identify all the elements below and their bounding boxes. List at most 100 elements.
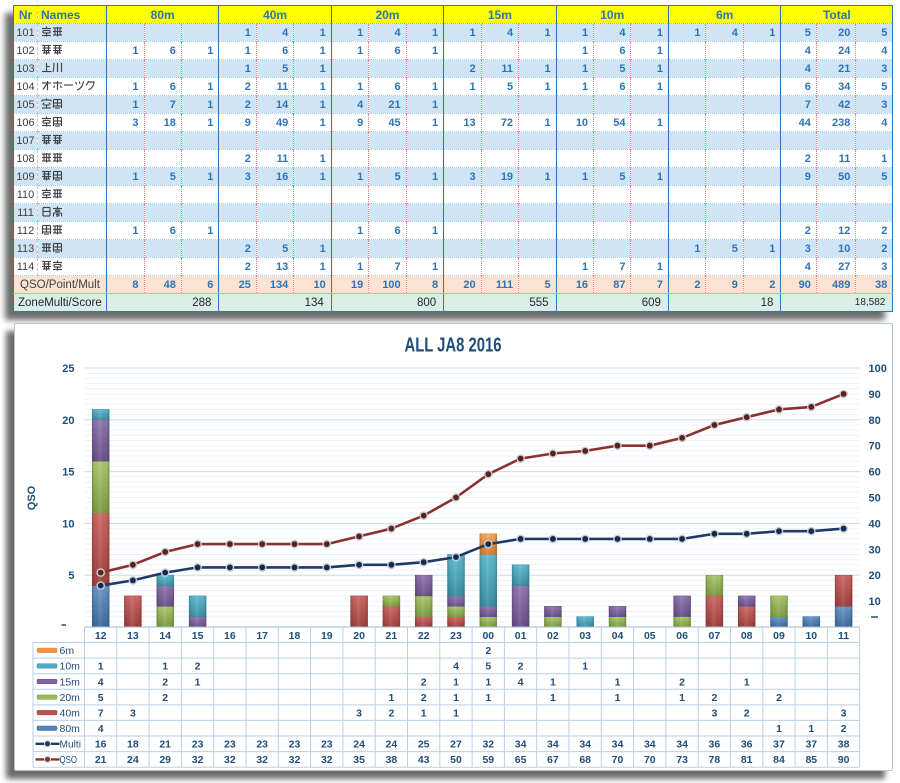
svg-text:10: 10 [869,596,881,608]
svg-text:02: 02 [547,630,559,642]
svg-text:4: 4 [518,676,524,688]
svg-text:1: 1 [98,661,104,673]
svg-text:78: 78 [709,754,721,766]
svg-text:23: 23 [256,739,268,751]
svg-text:68: 68 [579,754,591,766]
svg-text:07: 07 [709,630,721,642]
svg-text:20m: 20m [60,692,81,704]
svg-text:10: 10 [62,518,74,530]
svg-text:70: 70 [869,441,881,453]
svg-text:90: 90 [869,389,881,401]
svg-text:4: 4 [453,661,459,673]
svg-text:1: 1 [808,723,814,735]
svg-text:15m: 15m [60,676,81,688]
svg-text:QSO: QSO [60,754,78,766]
svg-text:1: 1 [453,707,459,719]
svg-text:25: 25 [418,739,430,751]
svg-text:2: 2 [485,645,491,657]
svg-text:5: 5 [68,570,74,582]
svg-text:32: 32 [482,739,494,751]
svg-text:1: 1 [615,676,621,688]
svg-text:3: 3 [130,707,136,719]
svg-text:14: 14 [159,630,171,642]
svg-text:05: 05 [644,630,656,642]
svg-text:38: 38 [386,754,398,766]
svg-text:21: 21 [386,630,398,642]
svg-text:1: 1 [679,692,685,704]
svg-text:1: 1 [162,661,168,673]
svg-text:34: 34 [515,739,527,751]
svg-text:2: 2 [162,692,168,704]
svg-text:32: 32 [289,754,301,766]
svg-text:2: 2 [518,661,524,673]
svg-text:24: 24 [127,754,139,766]
svg-text:4: 4 [98,676,104,688]
svg-text:2: 2 [841,723,847,735]
svg-text:2: 2 [679,676,685,688]
svg-text:23: 23 [450,630,462,642]
svg-text:20: 20 [62,415,74,427]
svg-text:4: 4 [98,723,104,735]
svg-text:73: 73 [676,754,688,766]
svg-text:85: 85 [805,754,817,766]
svg-text:70: 70 [612,754,624,766]
svg-text:34: 34 [612,739,624,751]
svg-text:17: 17 [256,630,268,642]
svg-text:29: 29 [159,754,171,766]
svg-text:32: 32 [224,754,236,766]
svg-text:10m: 10m [60,661,81,673]
svg-text:1: 1 [485,692,491,704]
svg-text:1: 1 [550,676,556,688]
svg-text:40m: 40m [60,707,81,719]
svg-text:08: 08 [741,630,753,642]
svg-text:20: 20 [353,630,365,642]
svg-text:2: 2 [388,707,394,719]
svg-text:59: 59 [482,754,494,766]
svg-text:06: 06 [676,630,688,642]
svg-text:80: 80 [869,415,881,427]
svg-text:90: 90 [838,754,850,766]
svg-text:1: 1 [485,676,491,688]
svg-text:30: 30 [869,544,881,556]
svg-text:11: 11 [838,630,849,642]
svg-text:1: 1 [421,707,427,719]
svg-text:ALL JA8 2016: ALL JA8 2016 [405,335,502,357]
svg-text:00: 00 [482,630,494,642]
svg-text:1: 1 [615,692,621,704]
svg-text:2: 2 [162,676,168,688]
svg-text:23: 23 [224,739,236,751]
svg-text:10: 10 [805,630,817,642]
svg-text:23: 23 [289,739,301,751]
svg-text:18: 18 [127,739,139,751]
svg-text:1: 1 [744,676,750,688]
svg-text:2: 2 [195,661,201,673]
svg-text:43: 43 [418,754,430,766]
svg-text:25: 25 [62,363,74,375]
svg-text:6m: 6m [60,645,75,657]
svg-text:27: 27 [450,739,462,751]
svg-text:22: 22 [418,630,430,642]
svg-text:5: 5 [485,661,491,673]
svg-text:84: 84 [773,754,785,766]
svg-text:3: 3 [841,707,847,719]
svg-text:23: 23 [321,739,333,751]
svg-text:1: 1 [453,692,459,704]
svg-text:2: 2 [744,707,750,719]
svg-text:12: 12 [95,630,107,642]
svg-text:1: 1 [195,676,201,688]
svg-text:36: 36 [709,739,721,751]
svg-text:2: 2 [776,692,782,704]
svg-text:24: 24 [386,739,398,751]
svg-text:20: 20 [869,570,881,582]
svg-text:65: 65 [515,754,527,766]
svg-text:35: 35 [353,754,365,766]
svg-text:01: 01 [515,630,527,642]
svg-text:32: 32 [321,754,333,766]
svg-text:23: 23 [192,739,204,751]
svg-text:19: 19 [321,630,333,642]
svg-text:50: 50 [450,754,462,766]
svg-text:15: 15 [192,630,204,642]
svg-text:36: 36 [741,739,753,751]
svg-text:21: 21 [159,739,171,751]
svg-text:37: 37 [805,739,817,751]
